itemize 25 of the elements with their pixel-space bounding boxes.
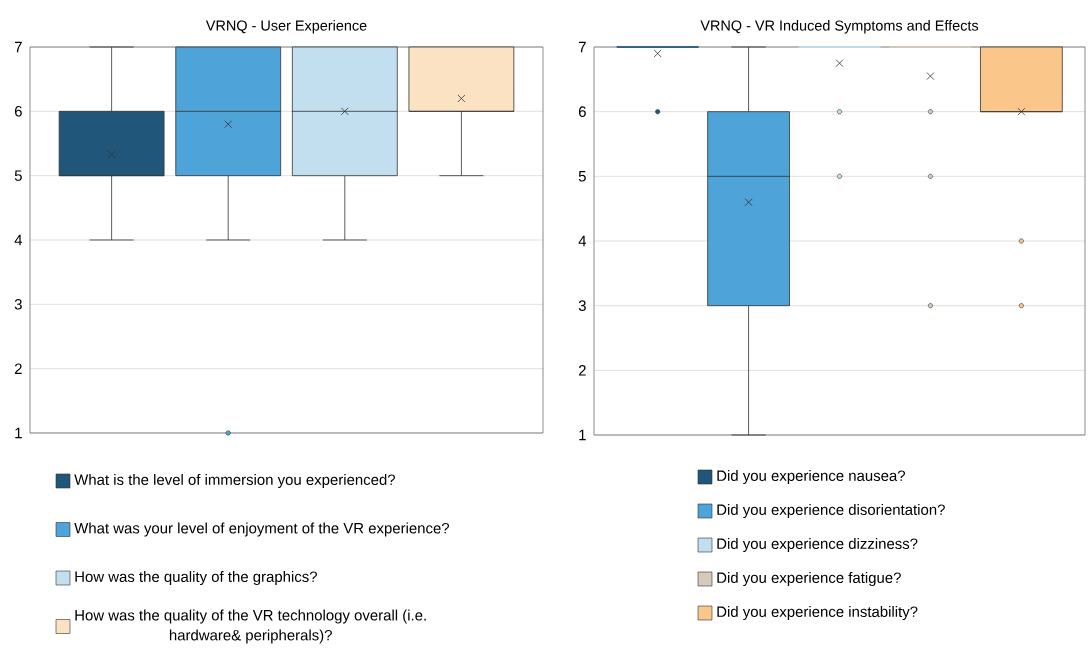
chart-title: VRNQ - User Experience [205,20,367,34]
y-tick-label: 4 [14,234,23,246]
y-tick-label: 6 [578,106,586,117]
legend-label: Did you experience fatigue? [717,572,901,586]
legend-label: Did you experience nausea? [717,470,906,484]
y-tick-label: 2 [578,365,586,376]
y-tick-label: 5 [14,170,22,181]
y-tick-label: 2 [14,363,22,374]
legend-label: How was the quality of the graphics? [75,571,317,585]
legend-label: Did you experience instability? [717,606,918,620]
y-tick-label: 3 [14,299,22,310]
y-tick-label: 5 [578,171,586,182]
y-tick-label: 4 [578,235,587,247]
y-tick-label: 7 [14,41,22,53]
y-tick-label: 7 [578,41,586,53]
y-tick-label: 1 [15,427,22,439]
y-tick-label: 1 [579,429,586,441]
y-tick-label: 3 [578,300,586,311]
legend-label: What was your level of enjoyment of the VR experience? [74,522,450,537]
legend-label: How was the quality of the VR technology overall (i.e. hardware& peripherals)? [75,609,426,644]
y-tick-label: 6 [14,106,22,117]
legend-label: Did you experience disorientation? [717,504,945,518]
chart-title: VRNQ - VR Induced Symptoms and Effects [700,20,979,34]
legend-label: What is the level of immersion you experienced? [74,474,396,488]
legend-label: Did you experience dizziness? [717,538,918,552]
